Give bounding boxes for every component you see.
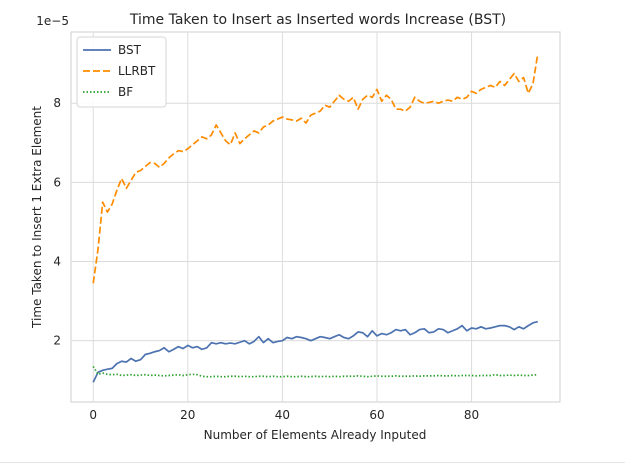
x-tick-label: 20 bbox=[180, 408, 195, 422]
y-tick-label: 4 bbox=[53, 255, 61, 269]
x-tick-label: 0 bbox=[89, 408, 97, 422]
y-tick-label: 8 bbox=[53, 96, 61, 110]
series-lines bbox=[92, 53, 539, 383]
x-tick-label: 80 bbox=[464, 408, 479, 422]
series-line-bst bbox=[92, 320, 538, 383]
y-tick-label: 2 bbox=[53, 334, 61, 348]
series-line-bf bbox=[92, 365, 538, 378]
legend-label-bf: BF bbox=[118, 85, 133, 99]
y-axis-label: Time Taken to Insert 1 Extra Element bbox=[30, 106, 44, 329]
series-line-llrbt bbox=[92, 53, 539, 284]
y-tick-labels: 2 4 6 8 bbox=[53, 96, 61, 347]
y-scale-label: 1e−5 bbox=[36, 14, 69, 28]
legend-label-bst: BST bbox=[118, 43, 142, 57]
legend-box bbox=[76, 36, 167, 108]
x-tick-labels: 0 20 40 60 80 bbox=[89, 408, 479, 422]
x-tick-label: 40 bbox=[275, 408, 290, 422]
output-divider bbox=[0, 462, 625, 463]
y-tick-label: 6 bbox=[53, 175, 61, 189]
legend-label-llrbt: LLRBT bbox=[118, 64, 156, 78]
legend-entries: BST LLRBT BF bbox=[83, 43, 156, 99]
x-axis-label: Number of Elements Already Inputed bbox=[204, 428, 427, 442]
chart-title: Time Taken to Insert as Inserted words I… bbox=[129, 12, 506, 28]
legend: BST LLRBT BF bbox=[76, 36, 167, 108]
x-tick-label: 60 bbox=[369, 408, 384, 422]
